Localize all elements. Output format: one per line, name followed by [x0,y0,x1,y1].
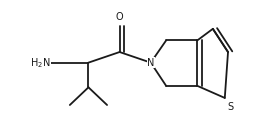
Text: S: S [228,102,234,112]
Text: O: O [116,12,123,22]
Text: N: N [147,58,155,68]
Text: H$_2$N: H$_2$N [30,56,50,70]
